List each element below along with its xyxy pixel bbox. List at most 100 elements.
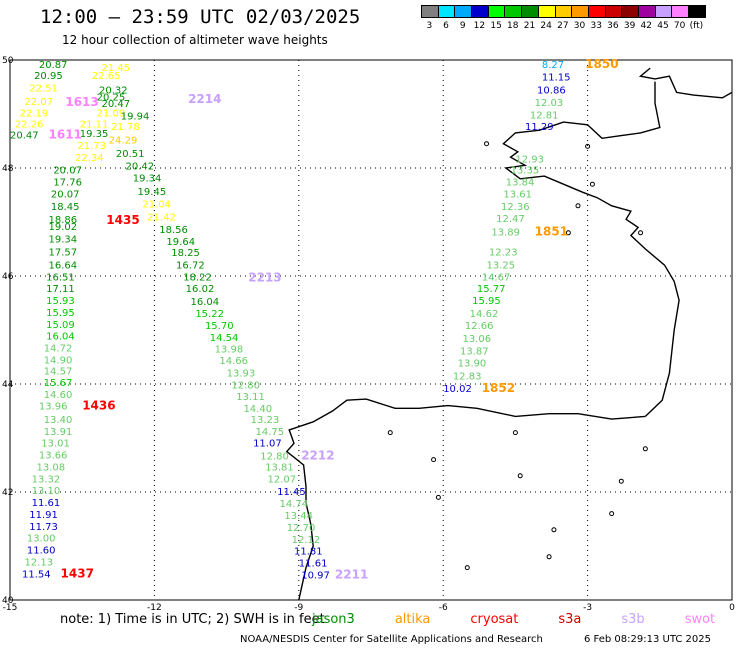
x-tick-label: 0 [729, 603, 735, 613]
wave-height-label: 13.40 [44, 415, 73, 426]
coast-speck [638, 230, 644, 236]
legend-label: (ft) [689, 21, 704, 31]
coast-speck [551, 527, 557, 533]
wave-height-label: 18.56 [159, 225, 188, 236]
wave-height-label: 13.11 [236, 392, 265, 403]
wave-height-label: 21.45 [101, 63, 130, 74]
wave-height-label: 16.02 [186, 284, 215, 295]
coast-speck [512, 430, 518, 436]
wave-height-label: 17.76 [53, 177, 82, 188]
wave-height-label: 21.09 [97, 109, 126, 120]
y-tick-label: 48 [2, 164, 14, 174]
legend-swatch [437, 5, 456, 18]
wave-height-label: 22.34 [75, 153, 104, 164]
satellite-s3a: s3a [558, 612, 582, 627]
wave-height-label: 14.67 [482, 272, 511, 283]
wave-height-label: 11.07 [253, 439, 282, 450]
legend-swatch [487, 5, 506, 18]
wave-height-label: 20.07 [51, 190, 80, 201]
wave-height-label: 15.95 [472, 296, 501, 307]
wave-height-label: 13.81 [265, 462, 294, 473]
legend-label: 6 [443, 21, 449, 31]
wave-height-label: 15.95 [46, 308, 75, 319]
wave-height-label: 20.47 [101, 99, 130, 110]
legend-swatch [454, 5, 473, 18]
coast-speck [618, 478, 624, 484]
legend-label: 24 [540, 21, 552, 31]
legend-label: 3 [426, 21, 433, 31]
wave-height-label: 24.29 [109, 136, 138, 147]
wave-height-label: 12.83 [453, 372, 482, 383]
wave-height-label: 19.45 [138, 187, 167, 198]
legend-swatch [521, 5, 539, 18]
wave-height-label: 10.86 [537, 85, 566, 96]
pass-id-label: 1852 [482, 381, 515, 395]
legend-swatch [421, 5, 439, 18]
wave-height-label: 19.34 [133, 174, 162, 185]
legend-swatch [471, 5, 489, 18]
legend-swatch [571, 5, 589, 18]
footer-credit: NOAA/NESDIS Center for Satellite Applica… [240, 634, 543, 645]
wave-height-label: 20.51 [116, 149, 145, 160]
wave-height-label: 21.42 [147, 212, 176, 223]
wave-height-label: 18.45 [51, 202, 80, 213]
wave-height-label: 11.73 [29, 522, 58, 533]
legend-swatch [537, 5, 556, 18]
legend-swatch [554, 5, 573, 18]
wave-height-label: 19.35 [80, 129, 109, 140]
wave-height-label: 20.47 [10, 130, 39, 141]
wave-height-label: 15.77 [477, 284, 506, 295]
wave-height-label: 14.90 [44, 355, 73, 366]
footer-note: note: 1) Time is in UTC; 2) SWH is in fe… [60, 612, 325, 627]
satellite-s3b: s3b [621, 612, 645, 627]
wave-height-label: 13.93 [227, 368, 256, 379]
satellite-swot: swot [684, 612, 716, 627]
legend-swatch [504, 5, 523, 18]
wave-height-label: 14.66 [219, 356, 248, 367]
wave-height-label: 20.42 [126, 162, 155, 173]
wave-height-label: 13.90 [458, 359, 487, 370]
wave-height-label: 12.81 [530, 110, 559, 121]
legend-label: 12 [473, 21, 486, 31]
coast-speck [517, 473, 523, 479]
coast-speck [565, 230, 571, 236]
wave-height-label: 13.25 [487, 260, 516, 271]
x-tick-label: -9 [294, 603, 303, 613]
wave-height-label: 22.65 [92, 71, 121, 82]
y-tick-label: 46 [2, 272, 14, 282]
wave-height-label: 11.54 [22, 569, 51, 580]
wave-height-label: 13.98 [215, 345, 244, 356]
wave-height-label: 19.34 [49, 235, 78, 246]
wave-height-label: 16.64 [49, 260, 78, 271]
wave-height-label: 12.47 [496, 214, 525, 225]
wave-height-label: 12.70 [287, 523, 316, 534]
legend-swatch [604, 5, 623, 18]
y-tick-label: 40 [2, 596, 14, 606]
wave-height-label: 11.29 [525, 122, 554, 133]
wave-height-label: 12.66 [465, 321, 494, 332]
pass-id-label: 1437 [61, 566, 94, 580]
coastline-normandy [638, 67, 733, 99]
wave-height-label: 19.02 [49, 222, 78, 233]
legend-label: 9 [459, 21, 466, 31]
wave-height-label: 10.97 [301, 570, 330, 581]
legend-swatches [421, 5, 706, 18]
wave-height-label: 13.89 [491, 228, 520, 239]
wave-height-label: 12.23 [489, 247, 518, 258]
map-title: 12:00 – 23:59 UTC 02/03/2025 [40, 6, 361, 28]
wave-height-label: 20.07 [53, 165, 82, 176]
wave-height-label: 19.94 [121, 111, 150, 122]
legend-swatch [688, 5, 706, 18]
legend-label: 21 [523, 21, 536, 31]
coast-speck [484, 141, 490, 147]
wave-height-label: 10.02 [443, 384, 472, 395]
wave-height-label: 14.72 [44, 344, 73, 355]
legend-swatch [654, 5, 673, 18]
pass-id-label: 2213 [248, 270, 281, 284]
wave-height-label: 22.51 [29, 83, 58, 94]
coast-speck [609, 511, 615, 517]
footer-timestamp: 6 Feb 08:29:13 UTC 2025 [584, 634, 711, 645]
wave-height-label: 14.57 [44, 366, 73, 377]
pass-id-label: 1611 [49, 127, 82, 141]
